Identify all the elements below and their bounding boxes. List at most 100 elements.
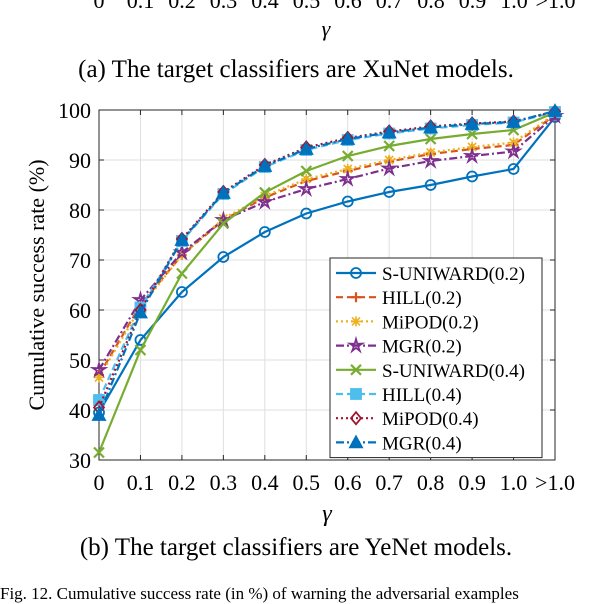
y-tick-label: 70 [69, 248, 91, 273]
data-point [462, 146, 482, 164]
legend-item: MGR(0.4) [336, 433, 462, 454]
y-tick-label: 100 [58, 98, 91, 123]
series-s-uniward-0-4 [93, 106, 561, 459]
data-point [351, 292, 361, 303]
data-point [424, 179, 437, 191]
x-axis-label: γ [322, 501, 332, 527]
y-axis-label: Cumulative success rate (%) [24, 159, 49, 410]
data-point [300, 165, 313, 177]
data-point [381, 124, 397, 139]
x-tick-label: 0.1 [127, 470, 155, 495]
data-point [255, 192, 275, 210]
legend-label: MGR(0.4) [382, 433, 462, 454]
series-mgr-0-4 [91, 103, 563, 421]
y-tick-label: 60 [69, 298, 91, 323]
data-point [350, 267, 362, 279]
series-line [97, 109, 556, 416]
data-point [346, 335, 366, 354]
legend-box [329, 257, 543, 459]
data-point [423, 119, 439, 134]
legend-label: MiPOD(0.4) [382, 409, 479, 430]
legend-item: MiPOD(0.4) [336, 409, 479, 430]
data-point [298, 141, 314, 155]
data-point [350, 388, 362, 400]
data-point [134, 344, 147, 356]
top-chart-fragment: 0 0.1 0.2 0.3 0.4 0.5 0.6 0.7 0.8 0.9 1.0 >1.0 γ [94, 0, 576, 41]
data-point [383, 140, 395, 152]
x-tick-label: >1.0 [535, 470, 575, 495]
top-x-tick-label: 0.2 [168, 0, 196, 13]
data-point [93, 394, 105, 406]
plot-area: 0 0.1 0.2 0.3 0.4 0.5 0.6 0.7 0.8 0.9 1.0 >1.0 30 40 5… [24, 98, 575, 527]
data-point [172, 242, 192, 261]
data-point [217, 217, 230, 230]
data-point [507, 163, 520, 175]
legend-label: HILL(0.2) [382, 288, 462, 309]
data-point [351, 316, 361, 327]
x-tick-label: 0.7 [375, 470, 403, 495]
y-tick-label: 30 [69, 448, 91, 473]
x-tick-label: 0.5 [293, 470, 321, 495]
legend-item: HILL(0.2) [336, 288, 462, 309]
y-tick-label: 90 [69, 148, 91, 173]
top-x-tick-label: 0.6 [334, 0, 362, 13]
data-point [547, 103, 563, 117]
data-point [379, 158, 399, 177]
data-point [218, 213, 229, 224]
legend: S-UNIWARD(0.2) HILL(0.2) MiPOD(0.2) MGR(0.2… [329, 257, 543, 459]
top-x-tick-label: 1.0 [500, 0, 528, 13]
caption-a: (a) The target classifiers are XuNet mod… [78, 56, 514, 83]
y-tick-label: 80 [69, 198, 91, 223]
data-point [338, 169, 358, 187]
data-point [341, 195, 354, 208]
top-x-tick-label: >1.0 [536, 0, 576, 13]
data-point [215, 185, 231, 199]
data-point [259, 186, 271, 199]
data-point [217, 251, 230, 263]
x-tick-label: 0 [94, 470, 105, 495]
x-tick-label: 0.4 [251, 470, 279, 495]
y-tick-label: 50 [69, 348, 91, 373]
top-x-tick-label: 0.8 [417, 0, 445, 13]
legend-label: HILL(0.4) [382, 385, 462, 406]
data-point [349, 410, 363, 426]
data-point [93, 446, 105, 459]
data-point [258, 226, 271, 238]
data-point [466, 170, 478, 183]
data-point [174, 232, 190, 246]
top-x-tick-label: 0.1 [127, 0, 155, 13]
data-point [89, 360, 109, 378]
data-point [464, 116, 480, 130]
data-point [342, 164, 353, 174]
legend-item: MiPOD(0.2) [336, 312, 479, 333]
data-point [296, 179, 316, 197]
x-tick-label: 0.3 [210, 470, 238, 495]
data-point [176, 267, 188, 280]
legend-item: S-UNIWARD(0.4) [336, 361, 525, 382]
x-tick-label: 0.6 [334, 470, 362, 495]
top-x-tick-label: 0.3 [210, 0, 238, 13]
x-tick-label: 0.9 [458, 470, 486, 495]
data-point [348, 434, 364, 449]
data-point [257, 158, 273, 172]
legend-item: HILL(0.4) [336, 385, 462, 406]
top-x-tick-label: 0.5 [293, 0, 321, 13]
caption-b: (b) The target classifiers are YeNet mod… [79, 534, 513, 561]
legend-item: S-UNIWARD(0.2) [336, 264, 525, 285]
legend-item: MGR(0.2) [336, 335, 462, 358]
data-point [91, 407, 107, 421]
x-tick-label: 1.0 [500, 470, 528, 495]
axes-box [98, 109, 556, 461]
data-point [340, 131, 356, 145]
data-point [94, 372, 104, 383]
data-point [383, 186, 396, 198]
data-point [176, 286, 188, 298]
x-tick-label: 0.2 [168, 470, 196, 495]
data-point [421, 151, 440, 169]
data-point [341, 150, 354, 162]
series-line [97, 110, 556, 408]
legend-label: S-UNIWARD(0.2) [382, 264, 525, 285]
series-line [97, 111, 556, 453]
legend-label: MiPOD(0.2) [382, 312, 479, 333]
